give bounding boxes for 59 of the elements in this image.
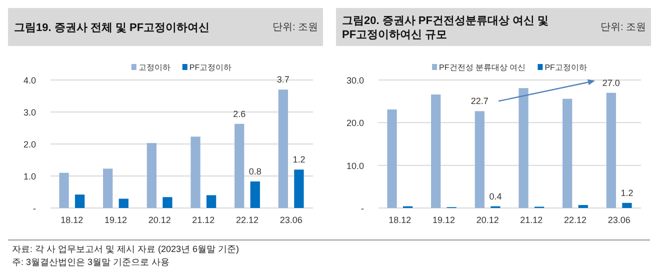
y-tick-label: -: [33, 204, 36, 214]
bar: [294, 170, 304, 208]
x-tick-label: 19.12: [432, 215, 456, 225]
legend-label: 고정이하: [138, 63, 170, 72]
x-tick-label: 18.12: [60, 215, 84, 225]
bar: [474, 111, 485, 208]
bar: [387, 109, 397, 208]
x-tick-label: 22.12: [564, 215, 587, 225]
bar: [234, 124, 244, 208]
x-tick-label: 18.12: [388, 215, 412, 225]
x-tick-label: 23.06: [280, 215, 302, 225]
x-tick-label: 20.12: [476, 215, 499, 225]
y-tick-label: 30.0: [346, 76, 364, 86]
chart-title: 그림20. 증권사 PF건전성분류대상 여신 및 PF고정이하여신 규모: [342, 15, 549, 41]
bar: [606, 92, 616, 208]
y-tick-label: -: [361, 204, 364, 214]
x-tick-label: 20.12: [148, 215, 171, 225]
text: 주: 3월결산법인은 3월말 기준으로 사용: [12, 257, 170, 267]
y-tick-label: 2.0: [23, 140, 36, 150]
text: 자료: 각 사 업무보고서 및 제시 자료 (2023년 6월말 기준): [12, 244, 240, 254]
bar: [431, 94, 441, 208]
bar: [146, 143, 157, 208]
bar: [118, 198, 128, 208]
legend-label: PF건전성 분류대상 여신: [439, 63, 526, 72]
y-tick-label: 20.0: [346, 118, 364, 128]
legend-label: PF고정이하: [544, 63, 587, 72]
x-tick-label: 22.12: [236, 215, 259, 225]
x-tick-label: 21.12: [192, 215, 215, 225]
x-tick-label: 23.06: [608, 215, 630, 225]
bar: [518, 88, 528, 208]
bar: [206, 195, 216, 208]
bar: [622, 202, 632, 208]
bar: [578, 205, 588, 208]
data-label: 1.2: [292, 154, 306, 165]
bar: [103, 168, 113, 208]
y-tick-label: 4.0: [23, 76, 36, 86]
bar: [74, 194, 85, 208]
chart-subtitle: 단위: 조원: [272, 22, 318, 33]
bar: [278, 90, 288, 208]
data-label: 22.7: [470, 96, 488, 106]
data-label: 0.4: [489, 191, 502, 202]
bar: [59, 172, 69, 208]
chart-subtitle: 단위: 조원: [600, 22, 646, 33]
data-label: 1.2: [620, 188, 634, 198]
legend-label: PF고정이하: [189, 63, 232, 72]
x-tick-label: 19.12: [104, 215, 128, 225]
y-tick-label: 10.0: [346, 160, 364, 171]
data-label: 2.6: [233, 108, 246, 119]
data-label: 3.7: [276, 74, 290, 85]
bar: [250, 181, 260, 208]
data-label: 0.8: [248, 166, 262, 176]
y-tick-label: 3.0: [23, 108, 36, 118]
y-tick-label: 1.0: [23, 172, 36, 182]
bar: [162, 197, 172, 208]
chart-title: 그림19. 증권사 전체 및 PF고정이하여신: [14, 22, 210, 34]
bar: [562, 98, 572, 208]
x-tick-label: 21.12: [520, 215, 543, 225]
data-label: 27.0: [602, 78, 620, 88]
bar: [190, 136, 200, 208]
